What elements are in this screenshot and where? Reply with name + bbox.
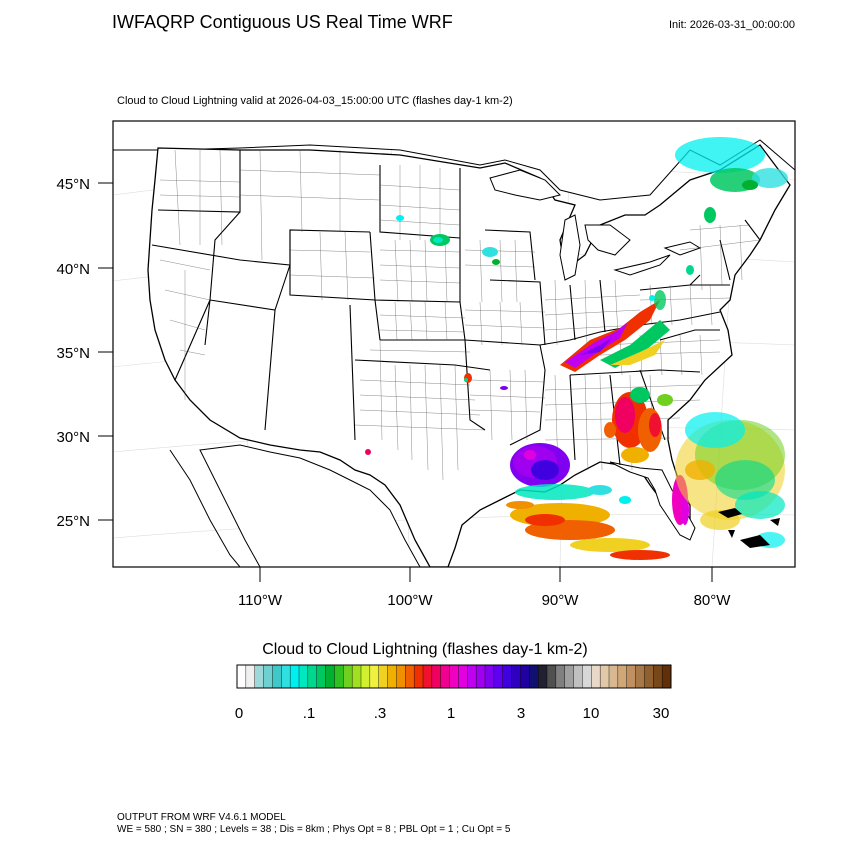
colorbar-swatch bbox=[467, 664, 477, 689]
map-area bbox=[113, 121, 795, 567]
lat-label-30: 30°N bbox=[56, 429, 90, 446]
colorbar-swatch bbox=[281, 664, 291, 689]
colorbar-swatch bbox=[458, 664, 468, 689]
plot-title: IWFAQRP Contiguous US Real Time WRF bbox=[112, 12, 453, 32]
footer-config: WE = 580 ; SN = 380 ; Levels = 38 ; Dis … bbox=[117, 824, 511, 835]
islands bbox=[718, 508, 780, 548]
colorbar-label-30: 30 bbox=[653, 705, 670, 722]
init-time: Init: 2026-03-31_00:00:00 bbox=[669, 19, 795, 31]
colorbar-swatch bbox=[626, 664, 637, 689]
lightning-southeast bbox=[560, 290, 689, 525]
lightning-northeast bbox=[675, 137, 788, 275]
colorbar-swatch bbox=[484, 664, 495, 689]
colorbar-swatch bbox=[351, 664, 362, 689]
lat-label-45: 45°N bbox=[56, 176, 90, 193]
lightning-atlantic bbox=[675, 412, 785, 548]
colorbar-swatch bbox=[449, 664, 459, 689]
lightning-plains bbox=[365, 215, 508, 455]
lat-label-40: 40°N bbox=[56, 261, 90, 278]
colorbar-label-10: 10 bbox=[583, 705, 600, 722]
colorbar-swatch bbox=[245, 664, 256, 689]
colorbar-title: Cloud to Cloud Lightning (flashes day-1 … bbox=[262, 641, 588, 658]
mexico-region bbox=[199, 444, 421, 567]
colorbar-swatch bbox=[387, 664, 397, 689]
colorbar-swatch bbox=[599, 664, 610, 689]
colorbar-swatch bbox=[343, 664, 353, 689]
florida-peninsula bbox=[609, 461, 696, 541]
colorbar-swatch bbox=[511, 664, 521, 689]
colorbar-swatch bbox=[316, 664, 327, 689]
colorbar-swatch bbox=[661, 664, 672, 689]
colorbar-swatch bbox=[644, 664, 654, 689]
colorbar-label-0.1: .1 bbox=[303, 705, 316, 722]
colorbar-swatch bbox=[334, 664, 344, 689]
colorbar-swatch bbox=[236, 664, 247, 689]
colorbar-swatch bbox=[413, 664, 424, 689]
colorbar-swatch bbox=[431, 664, 442, 689]
colorbar-swatch bbox=[440, 664, 451, 689]
colorbar-swatch bbox=[307, 664, 318, 689]
colorbar-swatch bbox=[546, 664, 557, 689]
colorbar-swatch bbox=[289, 664, 300, 689]
colorbar-swatch bbox=[405, 664, 415, 689]
colorbar-swatch bbox=[608, 664, 619, 689]
colorbar-swatch bbox=[573, 664, 583, 689]
colorbar-frame bbox=[236, 664, 672, 689]
colorbar-swatch bbox=[298, 664, 309, 689]
colorbar-swatch bbox=[475, 664, 486, 689]
lat-ticks bbox=[98, 182, 113, 521]
colorbar-swatch bbox=[653, 664, 663, 689]
colorbar-swatch bbox=[493, 664, 504, 689]
lightning-gulf bbox=[506, 443, 670, 560]
colorbar-swatch bbox=[529, 664, 539, 689]
colorbar-swatch bbox=[555, 664, 566, 689]
colorbar-swatch bbox=[520, 664, 530, 689]
colorbar-swatch bbox=[635, 664, 645, 689]
colorbar-swatch bbox=[263, 664, 273, 689]
lon-label-110w: 110°W bbox=[238, 592, 283, 609]
colorbar-swatch bbox=[422, 664, 433, 689]
colorbar-swatch bbox=[272, 664, 282, 689]
colorbar-swatch bbox=[564, 664, 575, 689]
state-borders bbox=[151, 150, 761, 466]
colorbar-swatch bbox=[378, 664, 389, 689]
colorbar-label-1: 1 bbox=[447, 705, 455, 722]
canada-region bbox=[113, 121, 795, 201]
lat-label-35: 35°N bbox=[56, 345, 90, 362]
lon-ticks bbox=[259, 567, 713, 582]
colorbar-swatch bbox=[537, 664, 548, 689]
map-subtitle: Cloud to Cloud Lightning valid at 2026-0… bbox=[117, 95, 513, 107]
colorbar-label-0.3: .3 bbox=[374, 705, 387, 722]
footer-model: OUTPUT FROM WRF V4.6.1 MODEL bbox=[117, 812, 286, 823]
colorbar-swatch bbox=[254, 664, 265, 689]
great-lakes bbox=[489, 169, 702, 281]
colorbar-swatch bbox=[591, 664, 601, 689]
colorbar-swatch bbox=[396, 664, 406, 689]
colorbar-label-0: 0 bbox=[235, 705, 243, 722]
map-frame bbox=[112, 120, 796, 568]
colorbar-label-3: 3 bbox=[517, 705, 525, 722]
colorbar-swatch bbox=[325, 664, 335, 689]
colorbar-swatch bbox=[360, 664, 371, 689]
colorbar-swatch bbox=[617, 664, 628, 689]
colorbar-swatch bbox=[502, 664, 513, 689]
colorbar-swatch bbox=[369, 664, 380, 689]
colorbar-swatch bbox=[582, 664, 592, 689]
colorbar bbox=[236, 664, 672, 689]
lon-label-100w: 100°W bbox=[387, 592, 433, 609]
lon-label-90w: 90°W bbox=[542, 592, 580, 609]
lat-label-25: 25°N bbox=[56, 513, 90, 530]
lon-label-80w: 80°W bbox=[694, 592, 732, 609]
